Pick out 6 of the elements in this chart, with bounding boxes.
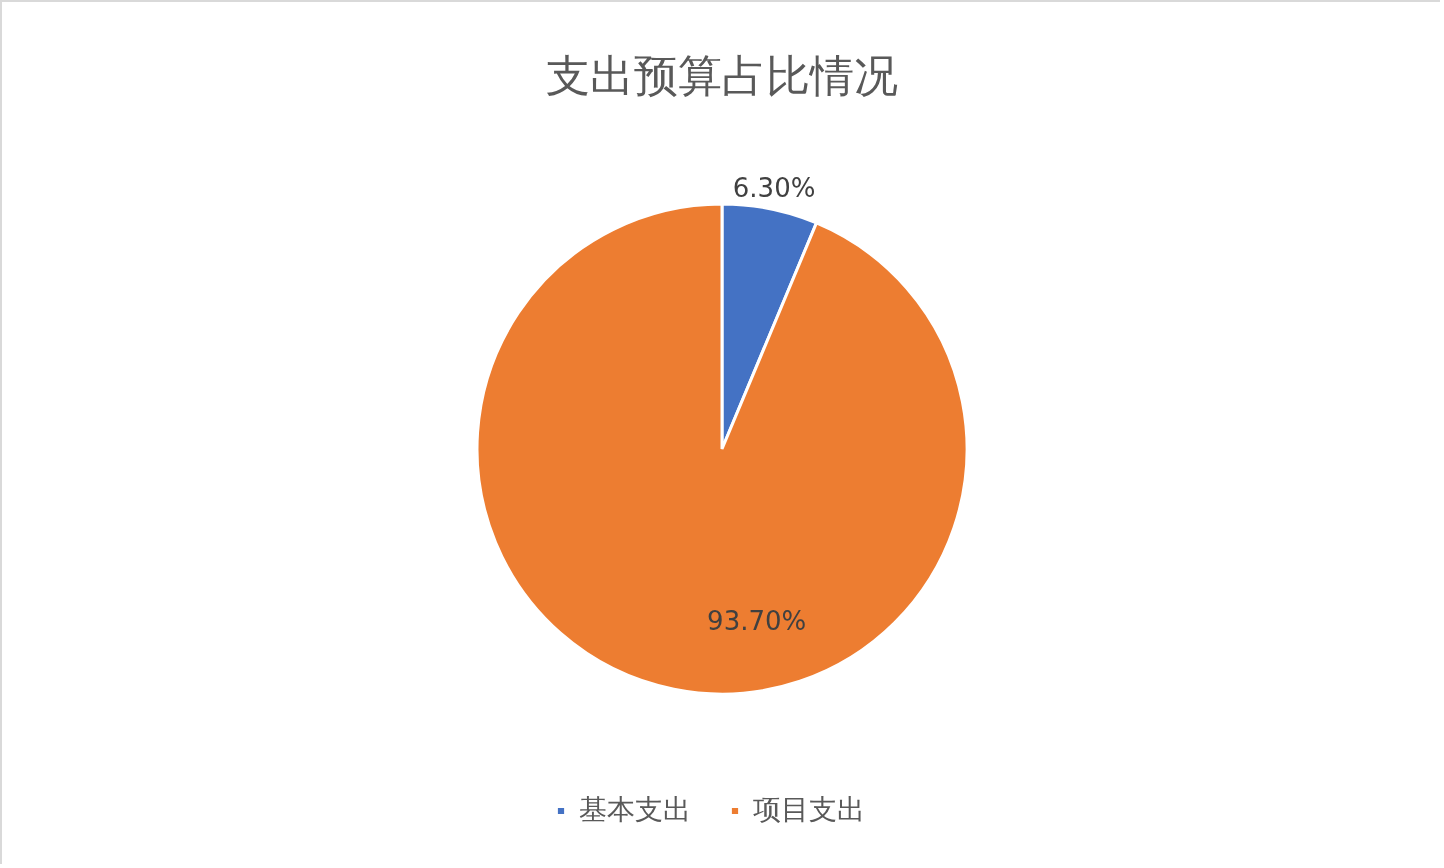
- data-label: 6.30%: [732, 173, 816, 204]
- data-label: 93.70%: [707, 605, 807, 636]
- legend-label: 基本支出: [579, 793, 691, 826]
- pie-slice: [475, 202, 969, 696]
- legend-label: 项目支出: [753, 793, 865, 826]
- chart-title: 支出预算占比情况: [546, 50, 898, 101]
